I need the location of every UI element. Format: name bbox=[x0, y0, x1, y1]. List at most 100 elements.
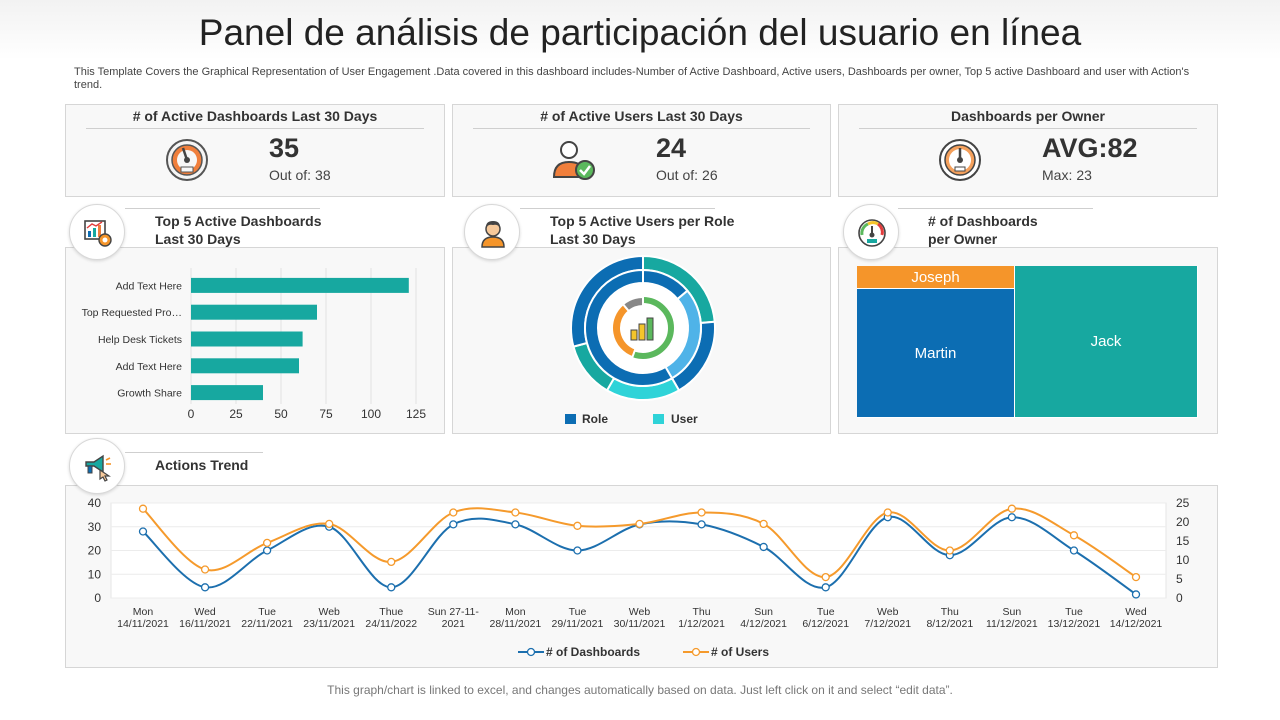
actions-trend-card: 0 10 20 30 40 0 5 10 15 20 25 Mon 14/11/2021 Wed 16/11… bbox=[65, 485, 1218, 668]
line-y-right-tick-label: 5 bbox=[1176, 572, 1183, 586]
line-x-tick-label: Sun bbox=[754, 606, 773, 618]
line-x-tick-label: Thu bbox=[693, 606, 711, 618]
kpi-sub-value: 26 bbox=[702, 167, 718, 183]
page-description: This Template Covers the Graphical Repre… bbox=[74, 66, 1190, 91]
kpi-sub-label: Max: bbox=[1042, 167, 1073, 183]
line-x-tick-label: 14/11/2021 bbox=[117, 618, 169, 630]
bar-x-tick-label: 50 bbox=[274, 407, 288, 421]
line-point bbox=[821, 572, 830, 582]
section-rule bbox=[125, 208, 320, 209]
top-users-title-line2: Last 30 Days bbox=[550, 231, 636, 247]
line-point bbox=[1069, 531, 1079, 540]
kpi-title: # of Active Users Last 30 Days bbox=[473, 107, 810, 129]
line-x-tick-label: 23/11/2021 bbox=[303, 618, 355, 630]
line-point bbox=[1007, 513, 1017, 522]
line-x-tick-label: Web bbox=[318, 606, 340, 618]
kpi-sub: Max: 23 bbox=[1042, 167, 1092, 183]
line-y-left-tick-label: 10 bbox=[88, 567, 102, 581]
actions-trend-icon-badge bbox=[69, 438, 125, 494]
line-x-tick-label: 1/12/2021 bbox=[678, 618, 725, 630]
line-x-tick-label: 14/12/2021 bbox=[1110, 618, 1163, 630]
line-x-tick-label: 13/12/2021 bbox=[1048, 618, 1101, 630]
line-y-right-tick-label: 20 bbox=[1176, 515, 1190, 529]
top-dashboards-title-line2: Last 30 Days bbox=[155, 231, 241, 247]
user-avatar-icon bbox=[481, 221, 505, 248]
line-x-tick-label: Web bbox=[877, 606, 899, 618]
per-owner-title-line2: per Owner bbox=[928, 231, 998, 247]
bar-category-label: Help Desk Tickets bbox=[98, 334, 182, 346]
line-point bbox=[1131, 590, 1141, 599]
kpi-value: AVG:82 bbox=[1042, 133, 1138, 163]
line-x-tick-label: 24/11/2022 bbox=[365, 618, 417, 630]
section-rule bbox=[125, 452, 263, 453]
line-x-tick-label: 7/12/2021 bbox=[864, 618, 911, 630]
kpi-sub-value: 23 bbox=[1076, 167, 1092, 183]
line-x-tick-label: Wed bbox=[1125, 606, 1147, 618]
treemap-cell-label: Martin bbox=[914, 344, 957, 362]
bar bbox=[191, 277, 409, 293]
line-x-tick-label: Tue bbox=[1065, 606, 1083, 618]
line-point bbox=[821, 583, 830, 592]
per-owner-icon-badge bbox=[843, 204, 899, 260]
line-x-tick-label: Tue bbox=[569, 606, 587, 618]
kpi-sub-label: Out of: bbox=[269, 167, 312, 183]
line-point bbox=[449, 520, 458, 529]
bar-x-tick-label: 100 bbox=[361, 407, 381, 421]
bar-x-tick-label: 0 bbox=[188, 407, 195, 421]
treemap-cell-label: Joseph bbox=[911, 268, 960, 286]
line-x-tick-label: 8/12/2021 bbox=[926, 618, 973, 630]
top-users-donut-chart bbox=[570, 254, 716, 401]
donut-icon-bar bbox=[638, 323, 646, 341]
line-point bbox=[635, 519, 644, 529]
line-y-left-tick-label: 0 bbox=[94, 591, 101, 605]
line-x-tick-label: Tue bbox=[817, 606, 835, 618]
megaphone-click-icon bbox=[85, 454, 111, 482]
per-owner-treemap: Joseph Martin Jack bbox=[857, 266, 1198, 418]
page-title: Panel de análisis de participación del u… bbox=[198, 12, 1082, 53]
legend-swatch-role bbox=[565, 414, 576, 424]
treemap-cell: Joseph bbox=[857, 266, 1015, 289]
bar-category-label: Top Requested Pro… bbox=[82, 307, 182, 319]
bar-category-label: Add Text Here bbox=[116, 280, 183, 292]
line-x-tick-label: Sun bbox=[1003, 606, 1022, 618]
line-x-tick-label: Mon bbox=[133, 606, 154, 618]
bar-x-tick-label: 75 bbox=[319, 407, 333, 421]
line-x-tick-label: 28/11/2021 bbox=[489, 618, 541, 630]
line-point bbox=[511, 508, 520, 517]
kpi-value: 35 bbox=[269, 133, 300, 163]
line-y-left-tick-label: 20 bbox=[88, 544, 102, 558]
line-point bbox=[1131, 572, 1141, 582]
line-point bbox=[697, 508, 706, 517]
line-legend-label: # of Users bbox=[711, 645, 769, 659]
top-dashboards-title: Top 5 Active Dashboards Last 30 Days bbox=[155, 212, 321, 248]
line-point bbox=[449, 508, 458, 517]
line-legend-marker bbox=[691, 647, 701, 657]
donut-icon-bar bbox=[646, 317, 654, 341]
line-point bbox=[200, 565, 210, 574]
section-rule bbox=[898, 208, 1093, 209]
line-y-right-tick-label: 0 bbox=[1176, 591, 1183, 605]
line-legend-label: # of Dashboards bbox=[546, 645, 640, 659]
line-x-tick-label: Sun 27-11- bbox=[428, 606, 480, 618]
line-x-tick-label: 2021 bbox=[442, 618, 466, 630]
per-owner-card: Joseph Martin Jack bbox=[838, 247, 1218, 434]
kpi-value: 24 bbox=[656, 133, 687, 163]
bar bbox=[191, 304, 317, 320]
speedometer-icon bbox=[166, 139, 208, 181]
kpi-card-dashboards-per-owner: Dashboards per Owner AVG:82 Max: 23 bbox=[838, 104, 1218, 197]
kpi-sub: Out of: 38 bbox=[269, 167, 331, 183]
gauge-icon bbox=[939, 139, 981, 181]
analytics-report-icon bbox=[84, 220, 112, 247]
line-point bbox=[387, 557, 396, 567]
line-point bbox=[387, 583, 396, 592]
line-point bbox=[262, 538, 272, 548]
kpi-sub-label: Out of: bbox=[656, 167, 699, 183]
line-x-tick-label: Web bbox=[629, 606, 651, 618]
bar-x-tick-label: 125 bbox=[406, 407, 426, 421]
line-x-tick-label: 11/12/2021 bbox=[986, 618, 1038, 630]
gauge-meter-icon bbox=[858, 219, 886, 247]
top-dashboards-icon-badge bbox=[69, 204, 125, 260]
line-point bbox=[697, 520, 706, 529]
kpi-title: # of Active Dashboards Last 30 Days bbox=[86, 107, 424, 129]
line-y-right-tick-label: 15 bbox=[1176, 534, 1190, 548]
